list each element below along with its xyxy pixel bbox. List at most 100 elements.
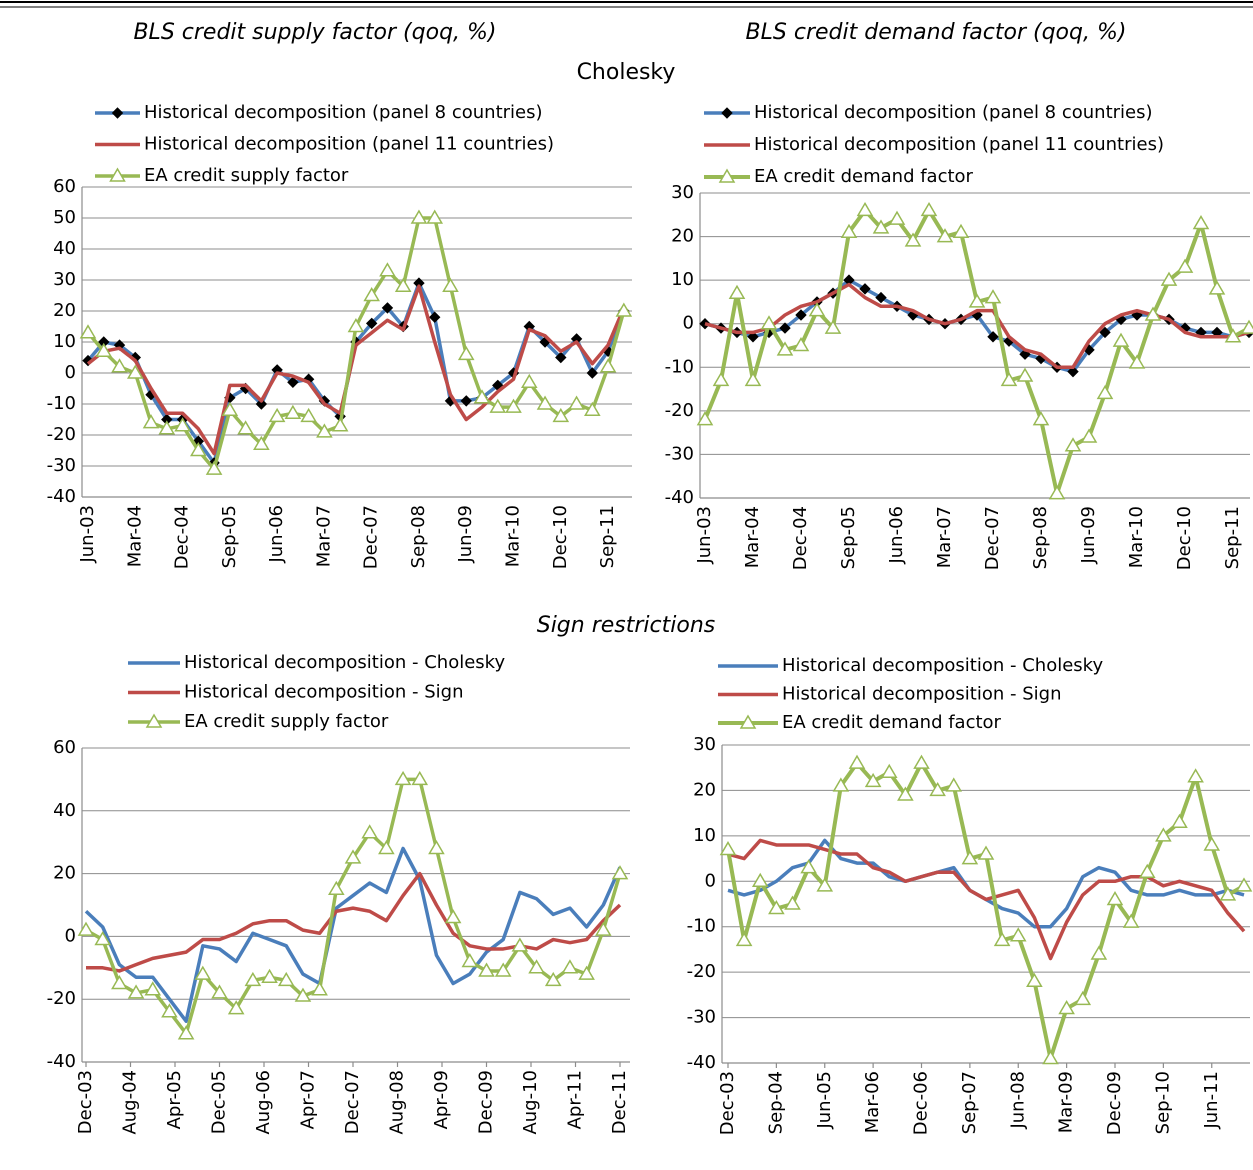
data-point — [945, 777, 963, 792]
x-tick-label: Aug-06 — [253, 1070, 274, 1135]
y-tick-label: 20 — [693, 779, 716, 800]
x-tick-label: Mar-04 — [742, 506, 763, 568]
data-point — [719, 840, 737, 856]
data-point — [1240, 319, 1253, 334]
x-tick-label: Sep-08 — [1030, 506, 1051, 569]
data-point — [428, 839, 445, 855]
x-tick-label: Apr-11 — [565, 1070, 586, 1129]
data-point — [344, 849, 362, 864]
data-point — [489, 398, 507, 413]
y-tick-label: 50 — [53, 207, 76, 228]
data-point — [1160, 271, 1178, 286]
data-point — [1032, 411, 1050, 426]
data-point — [1090, 945, 1108, 960]
data-point — [111, 358, 128, 373]
data-point — [888, 210, 906, 225]
data-point — [1235, 877, 1253, 892]
y-tick-label: 30 — [53, 269, 76, 290]
data-point — [824, 319, 842, 334]
x-tick-label: Dec-06 — [911, 1071, 932, 1135]
data-point — [816, 877, 834, 892]
x-tick-label: Dec-03 — [717, 1071, 738, 1135]
x-tick-label: Mar-07 — [934, 506, 955, 568]
data-point — [244, 971, 262, 987]
data-point — [586, 367, 599, 379]
x-tick-label: Jun-06 — [886, 506, 907, 565]
data-point — [194, 965, 212, 980]
x-tick-label: Dec-04 — [790, 506, 811, 570]
data-point — [77, 921, 95, 936]
data-point — [952, 223, 970, 238]
legend-label: Historical decomposition (panel 11 count… — [144, 134, 554, 155]
data-point — [776, 341, 794, 356]
x-tick-label: Sep-04 — [765, 1071, 786, 1134]
data-point — [936, 228, 954, 243]
data-point — [460, 395, 472, 407]
legend-label: Historical decomposition - Cholesky — [782, 655, 1103, 676]
data-point — [311, 981, 328, 996]
data-point — [760, 315, 778, 330]
y-tick-label: -20 — [665, 400, 694, 421]
data-point — [568, 395, 585, 410]
data-point — [211, 984, 228, 999]
data-point — [840, 223, 858, 238]
y-tick-label: 0 — [683, 313, 694, 334]
data-point — [227, 1000, 245, 1015]
x-tick-label: Sep-10 — [1152, 1071, 1173, 1134]
y-tick-label: 0 — [705, 870, 716, 891]
legend-label: Historical decomposition (panel 8 countr… — [754, 102, 1153, 123]
y-tick-label: -10 — [47, 393, 76, 414]
data-point — [747, 331, 759, 343]
data-point — [277, 971, 295, 987]
y-tick-label: -20 — [47, 988, 76, 1009]
data-point — [1080, 428, 1098, 443]
y-tick-label: -30 — [687, 1007, 716, 1028]
data-point — [1144, 306, 1162, 321]
x-tick-label: Mar-07 — [313, 505, 334, 567]
data-point — [126, 364, 144, 379]
data-point — [461, 953, 479, 968]
x-tick-label: Jun-06 — [266, 505, 287, 564]
data-point — [744, 371, 762, 387]
data-point — [735, 931, 753, 947]
data-point — [1042, 1049, 1059, 1065]
data-point — [1155, 827, 1172, 842]
data-point — [511, 937, 529, 952]
x-tick-label: Jun-11 — [1201, 1071, 1222, 1130]
data-point — [595, 921, 612, 936]
data-point — [1171, 813, 1188, 828]
data-point — [1128, 354, 1146, 369]
data-point — [261, 968, 278, 983]
data-point — [968, 293, 986, 308]
x-tick-label: Sep-11 — [1222, 506, 1243, 569]
data-point — [442, 277, 459, 292]
data-point — [544, 971, 562, 987]
data-point — [848, 754, 866, 769]
data-point — [699, 318, 711, 330]
data-point — [268, 407, 286, 423]
data-point — [1219, 886, 1237, 901]
legend-label: Historical decomposition - Sign — [184, 682, 463, 703]
data-point — [961, 850, 979, 865]
data-point — [1122, 913, 1140, 928]
x-tick-label: Sep-05 — [219, 505, 240, 568]
legend-label: Historical decomposition (panel 11 count… — [754, 134, 1164, 155]
data-point — [1048, 485, 1066, 500]
y-tick-label: 60 — [53, 737, 76, 758]
x-tick-label: Aug-04 — [120, 1070, 141, 1135]
data-point — [410, 209, 428, 224]
x-tick-label: Mar-10 — [1126, 506, 1147, 568]
data-point — [913, 754, 930, 769]
data-point — [1016, 367, 1034, 382]
legend-marker — [145, 713, 163, 728]
data-point — [808, 302, 826, 317]
data-point — [561, 959, 579, 974]
x-tick-label: Mar-10 — [503, 505, 524, 567]
data-point — [1106, 890, 1124, 906]
x-tick-label: Sep-11 — [597, 505, 618, 568]
x-tick-label: Apr-07 — [298, 1070, 319, 1129]
data-point — [361, 824, 378, 839]
data-point — [144, 981, 162, 996]
x-tick-label: Mar-04 — [124, 505, 145, 567]
data-point — [779, 322, 791, 334]
